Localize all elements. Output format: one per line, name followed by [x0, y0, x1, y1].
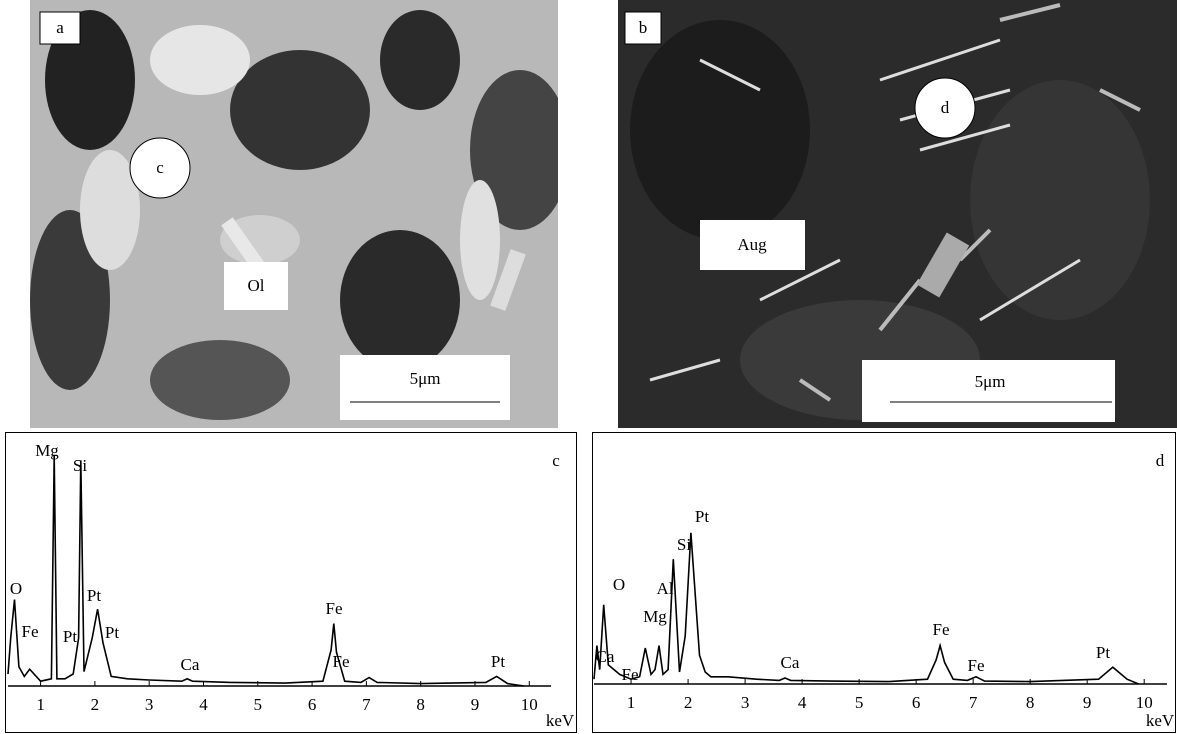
spectrum-line	[8, 456, 524, 686]
peak-label: Fe	[326, 599, 343, 618]
peak-label: Fe	[22, 622, 39, 641]
x-tick-label: 8	[416, 695, 425, 714]
spot-label: d	[941, 98, 950, 117]
x-axis-label: keV	[546, 711, 575, 730]
peak-label: Pt	[105, 623, 119, 642]
peak-label: Ca	[781, 653, 800, 672]
x-tick-label: 10	[1136, 693, 1153, 712]
x-tick-label: 7	[362, 695, 371, 714]
peak-label: Ca	[181, 655, 200, 674]
peak-label: O	[613, 575, 625, 594]
panel-label: b	[639, 18, 648, 37]
x-tick-label: 1	[627, 693, 636, 712]
peak-label: Fe	[622, 665, 639, 684]
x-tick-label: 5	[254, 695, 263, 714]
peak-label: Mg	[643, 607, 667, 626]
x-tick-label: 3	[145, 695, 154, 714]
peak-label: Pt	[695, 507, 709, 526]
peak-label: Pt	[63, 627, 77, 646]
peak-label: Pt	[1096, 643, 1110, 662]
peak-label: O	[10, 579, 22, 598]
x-axis-label: keV	[1146, 711, 1175, 730]
x-tick-label: 4	[798, 693, 807, 712]
scale-bar-label: 5μm	[975, 372, 1006, 391]
panel-label: c	[552, 451, 560, 470]
peak-label: Mg	[35, 441, 59, 460]
x-tick-label: 6	[912, 693, 921, 712]
x-tick-label: 9	[471, 695, 480, 714]
spectrum-frame	[6, 433, 577, 733]
x-tick-label: 1	[36, 695, 45, 714]
x-tick-label: 10	[521, 695, 538, 714]
x-tick-label: 5	[855, 693, 864, 712]
panel-label: a	[56, 18, 64, 37]
x-tick-label: 2	[91, 695, 100, 714]
spectrum-line	[594, 533, 1139, 684]
phase-label: Ol	[248, 276, 265, 295]
spectrum-frame	[593, 433, 1176, 733]
panel-label: d	[1156, 451, 1165, 470]
scale-bar-box	[862, 360, 1115, 422]
x-tick-label: 9	[1083, 693, 1092, 712]
x-tick-label: 3	[741, 693, 750, 712]
x-tick-label: 2	[684, 693, 693, 712]
scale-bar-label: 5μm	[410, 369, 441, 388]
peak-label: Pt	[491, 652, 505, 671]
x-tick-label: 4	[199, 695, 208, 714]
figure: a c Ol 5μm b d Aug 5μm 12345678910keVcMg…	[0, 0, 1177, 734]
x-tick-label: 7	[969, 693, 978, 712]
peak-label: Fe	[933, 620, 950, 639]
spot-label: c	[156, 158, 164, 177]
peak-label: Fe	[968, 656, 985, 675]
phase-label: Aug	[737, 235, 767, 254]
x-tick-label: 6	[308, 695, 317, 714]
peak-label: Pt	[87, 586, 101, 605]
x-tick-label: 8	[1026, 693, 1035, 712]
